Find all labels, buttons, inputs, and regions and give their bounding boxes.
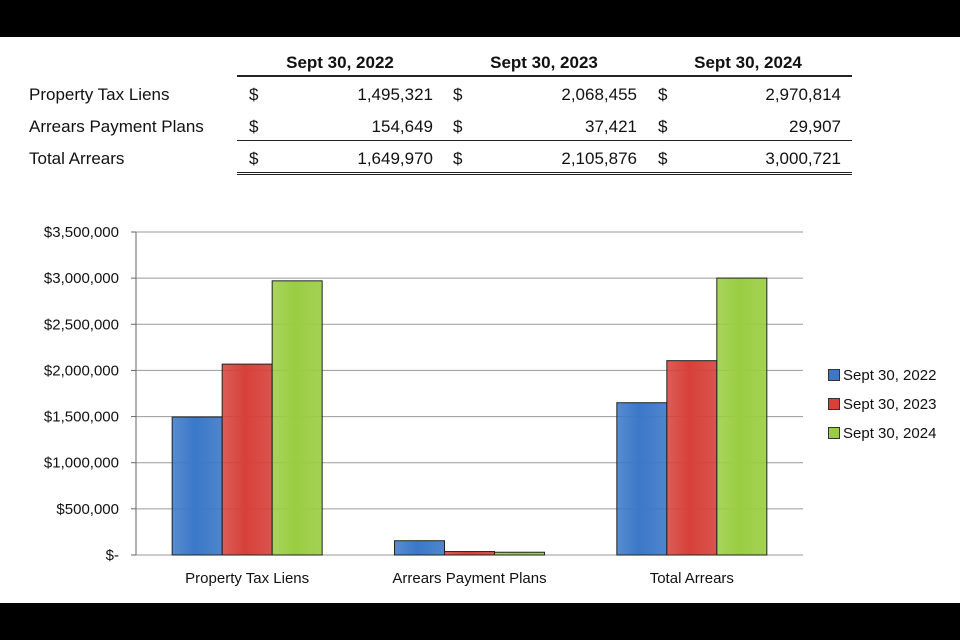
y-tick-label: $3,500,000 [44, 224, 119, 241]
table-cell: 2,068,455 [561, 85, 637, 104]
currency-symbol: $ [658, 85, 668, 104]
currency-symbol: $ [249, 149, 259, 168]
currency-symbol: $ [658, 149, 668, 168]
bar [616, 402, 668, 556]
column-header-2022: Sept 30, 2022 [286, 53, 394, 72]
page-canvas: Sept 30, 2022 Sept 30, 2023 Sept 30, 202… [0, 37, 960, 603]
legend-label: Sept 30, 2023 [843, 396, 937, 413]
currency-symbol: $ [453, 85, 463, 104]
table-cell: 2,105,876 [561, 149, 637, 168]
bar [494, 551, 545, 556]
y-tick-label: $1,000,000 [44, 455, 119, 472]
x-category-label: Arrears Payment Plans [392, 570, 546, 587]
arrears-table: Sept 30, 2022 Sept 30, 2023 Sept 30, 202… [0, 37, 960, 187]
bar [394, 540, 445, 556]
bar [221, 363, 273, 556]
table-cell: 1,649,970 [357, 149, 433, 168]
legend-swatch [828, 427, 840, 439]
legend-item-2023: Sept 30, 2023 [828, 396, 936, 414]
legend-item-2024: Sept 30, 2024 [828, 425, 936, 443]
table-cell: 1,495,321 [357, 85, 433, 104]
legend-label: Sept 30, 2022 [843, 367, 937, 384]
legend-swatch [828, 398, 840, 410]
currency-symbol: $ [249, 85, 259, 104]
bar [271, 280, 323, 556]
currency-symbol: $ [249, 117, 259, 136]
bar [716, 277, 768, 556]
y-tick-label: $- [106, 547, 119, 564]
legend-label: Sept 30, 2024 [843, 425, 937, 442]
column-header-2024: Sept 30, 2024 [694, 53, 802, 72]
table-cell: 37,421 [585, 117, 637, 136]
currency-symbol: $ [658, 117, 668, 136]
row-label-property-tax-liens: Property Tax Liens [29, 85, 170, 104]
bar [666, 360, 718, 556]
table-cell: 2,970,814 [765, 85, 841, 104]
bar-chart: $- $500,000 $1,000,000 $1,500,000 $2,000,000… [44, 224, 803, 587]
header-rule [237, 75, 852, 77]
x-category-label: Total Arrears [650, 570, 734, 587]
y-tick-label: $500,000 [56, 501, 119, 518]
y-tick-label: $1,500,000 [44, 409, 119, 426]
legend-swatch [828, 369, 840, 381]
table-cell: 3,000,721 [765, 149, 841, 168]
y-tick-label: $3,000,000 [44, 270, 119, 287]
y-tick-label: $2,500,000 [44, 316, 119, 333]
currency-symbol: $ [453, 117, 463, 136]
x-category-label: Property Tax Liens [185, 570, 309, 587]
legend-item-2022: Sept 30, 2022 [828, 367, 936, 385]
row-label-arrears-payment-plans: Arrears Payment Plans [29, 117, 204, 136]
total-double-rule [237, 172, 852, 175]
bar [171, 416, 223, 556]
currency-symbol: $ [453, 149, 463, 168]
column-header-2023: Sept 30, 2023 [490, 53, 598, 72]
row-label-total-arrears: Total Arrears [29, 149, 125, 168]
table-cell: 29,907 [789, 117, 841, 136]
y-tick-label: $2,000,000 [44, 362, 119, 379]
subtotal-rule [237, 140, 852, 141]
table-cell: 154,649 [371, 117, 433, 136]
bar [444, 551, 495, 556]
